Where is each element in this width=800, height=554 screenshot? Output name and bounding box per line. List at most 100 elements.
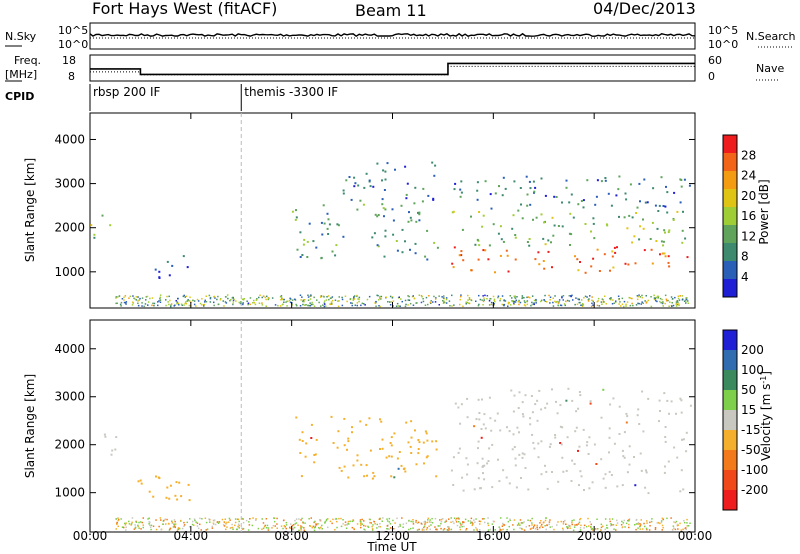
velocity-cell — [508, 482, 511, 485]
power-cell — [178, 304, 180, 306]
power-cell — [604, 179, 607, 182]
power-cell — [657, 210, 660, 212]
x-tick-label: 04:00 — [174, 529, 209, 543]
velocity-cell — [529, 519, 532, 522]
velocity-cell — [284, 526, 286, 528]
velocity-panel-frame — [89, 319, 696, 533]
velocity-cell — [476, 528, 478, 530]
power-cell — [511, 300, 513, 303]
power-cell — [432, 301, 434, 303]
velocity-cell — [300, 525, 302, 527]
power-cell — [214, 297, 216, 299]
velocity-cell — [628, 523, 630, 526]
velocity-cell — [590, 528, 593, 530]
power-cell — [612, 266, 615, 269]
power-cell — [555, 196, 558, 198]
velocity-cell — [482, 423, 485, 426]
power-cell — [574, 255, 576, 258]
velocity-cell — [426, 439, 429, 442]
velocity-cell — [315, 523, 317, 525]
power-cell — [392, 305, 394, 307]
power-cell — [391, 297, 394, 299]
velocity-colorbar-swatch — [723, 390, 737, 411]
velocity-cell — [674, 528, 677, 531]
power-cell — [185, 295, 188, 298]
velocity-cell — [484, 521, 486, 524]
velocity-cell — [559, 425, 562, 428]
velocity-cell — [465, 457, 468, 460]
power-cell — [400, 204, 403, 207]
velocity-cell — [448, 527, 450, 530]
power-cell — [445, 297, 448, 299]
power-cell — [502, 176, 505, 179]
velocity-cell — [175, 481, 178, 484]
velocity-cell — [439, 519, 441, 521]
power-cell — [296, 248, 299, 251]
velocity-cell — [459, 422, 462, 425]
velocity-cell — [618, 405, 621, 408]
power-cell — [154, 268, 157, 271]
power-cell — [132, 301, 134, 303]
velocity-cell — [171, 520, 173, 522]
power-cell — [592, 300, 594, 303]
power-cell — [492, 295, 495, 298]
velocity-cell — [685, 528, 687, 531]
sky-left-tick-bottom: 10^0 — [58, 38, 88, 51]
power-cell — [663, 252, 666, 255]
power-cell — [621, 297, 624, 300]
power-cell — [410, 219, 413, 222]
velocity-cell — [386, 520, 389, 522]
power-cell — [309, 305, 311, 307]
velocity-cell — [346, 448, 348, 451]
power-cell — [482, 300, 485, 303]
power-cell — [242, 303, 244, 306]
power-cell — [665, 300, 668, 302]
velocity-cell — [200, 529, 202, 531]
velocity-cell — [283, 519, 285, 521]
velocity-cell — [241, 527, 243, 529]
power-cell — [557, 302, 560, 304]
velocity-cell — [359, 519, 362, 521]
power-cell — [363, 303, 365, 305]
power-cell — [353, 296, 355, 298]
velocity-cell — [562, 527, 564, 530]
power-cell — [366, 298, 369, 301]
power-cell — [443, 300, 445, 302]
power-cell — [253, 299, 255, 302]
velocity-colorbar-tick-label: -50 — [741, 443, 761, 457]
velocity-cell — [137, 524, 139, 527]
power-cell — [225, 302, 228, 304]
power-cell — [686, 297, 688, 299]
power-cell — [486, 298, 488, 300]
sky-right-tick-top: 10^5 — [708, 24, 738, 37]
power-cell — [247, 303, 249, 306]
power-cell — [382, 169, 385, 172]
power-cell — [535, 298, 537, 301]
power-cell — [499, 299, 501, 302]
velocity-cell — [308, 518, 310, 520]
power-cell — [159, 296, 161, 299]
power-cell — [256, 298, 258, 300]
power-cell — [611, 255, 614, 258]
power-cell — [643, 178, 646, 181]
velocity-cell — [415, 463, 418, 466]
velocity-cell — [192, 520, 194, 523]
power-cell — [607, 192, 610, 195]
velocity-cell — [623, 519, 626, 522]
velocity-cell — [315, 438, 318, 441]
velocity-cell — [242, 518, 244, 520]
x-tick-label: 00:00 — [73, 529, 108, 543]
x-tick-label: 20:00 — [577, 529, 612, 543]
power-cell — [330, 303, 333, 305]
velocity-cell — [478, 412, 481, 414]
velocity-cell — [523, 453, 526, 456]
velocity-cell — [500, 517, 502, 519]
velocity-cell — [372, 524, 374, 526]
power-cell — [405, 197, 408, 200]
velocity-cell — [386, 528, 389, 530]
velocity-cell — [499, 529, 501, 531]
power-cell — [158, 276, 161, 279]
power-cell — [315, 246, 318, 249]
power-cell — [642, 302, 644, 304]
power-cell — [213, 301, 215, 304]
